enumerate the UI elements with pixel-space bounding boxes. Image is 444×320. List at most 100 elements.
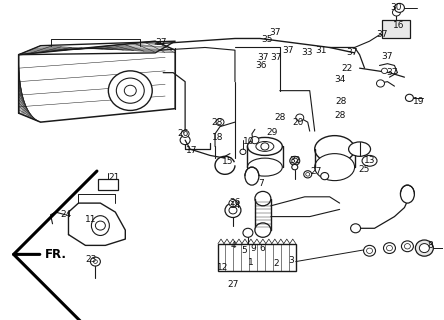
- Text: 20: 20: [293, 118, 304, 127]
- Circle shape: [292, 164, 298, 170]
- Circle shape: [108, 71, 152, 110]
- Ellipse shape: [315, 136, 355, 163]
- Text: 3: 3: [288, 256, 293, 265]
- Circle shape: [404, 244, 410, 249]
- Circle shape: [381, 68, 388, 74]
- Circle shape: [290, 156, 300, 165]
- Circle shape: [240, 149, 246, 155]
- Ellipse shape: [245, 167, 259, 185]
- Circle shape: [401, 241, 413, 252]
- Circle shape: [243, 228, 253, 237]
- Text: 32: 32: [289, 156, 300, 165]
- Circle shape: [304, 171, 312, 178]
- Circle shape: [251, 137, 259, 144]
- Circle shape: [292, 158, 298, 164]
- Text: 9: 9: [250, 244, 256, 253]
- Text: 23: 23: [85, 255, 97, 264]
- Circle shape: [386, 245, 392, 251]
- Text: 31: 31: [316, 46, 327, 55]
- Text: 17: 17: [186, 147, 198, 156]
- Ellipse shape: [349, 142, 371, 156]
- Ellipse shape: [315, 154, 355, 180]
- Ellipse shape: [247, 158, 282, 176]
- Text: 28: 28: [275, 113, 286, 122]
- Text: 26: 26: [177, 129, 189, 138]
- Text: 1: 1: [248, 258, 254, 267]
- Text: 28: 28: [336, 97, 347, 106]
- Circle shape: [377, 80, 385, 87]
- Ellipse shape: [247, 137, 282, 156]
- Circle shape: [306, 172, 310, 176]
- Text: 7: 7: [258, 179, 264, 188]
- Circle shape: [364, 245, 376, 256]
- Text: 2: 2: [274, 259, 279, 268]
- Text: 37: 37: [377, 30, 388, 39]
- Ellipse shape: [256, 141, 274, 151]
- Circle shape: [229, 207, 237, 214]
- Circle shape: [420, 244, 429, 252]
- Circle shape: [181, 130, 189, 137]
- Text: 37: 37: [257, 53, 268, 62]
- Circle shape: [95, 221, 105, 230]
- Text: 37: 37: [155, 37, 166, 47]
- Text: 35: 35: [261, 35, 272, 44]
- Circle shape: [261, 143, 269, 150]
- Text: 29: 29: [266, 128, 277, 137]
- Circle shape: [180, 136, 190, 145]
- Text: 22: 22: [341, 64, 353, 73]
- Circle shape: [229, 199, 237, 207]
- Text: 37: 37: [386, 68, 398, 77]
- Text: 5: 5: [241, 246, 247, 255]
- Circle shape: [91, 257, 100, 266]
- Text: 37: 37: [347, 48, 358, 57]
- Ellipse shape: [400, 185, 414, 203]
- Circle shape: [93, 260, 97, 263]
- Text: 10: 10: [243, 137, 254, 147]
- Text: 14: 14: [230, 201, 242, 210]
- Text: 6: 6: [259, 244, 265, 252]
- Text: 21: 21: [108, 173, 120, 182]
- Text: 37: 37: [270, 53, 281, 62]
- Circle shape: [394, 4, 404, 12]
- Text: 34: 34: [335, 75, 346, 84]
- Text: 11: 11: [85, 215, 97, 224]
- Circle shape: [116, 78, 144, 103]
- Circle shape: [225, 203, 241, 218]
- Text: 12: 12: [217, 263, 228, 272]
- Text: 13: 13: [364, 156, 375, 165]
- Text: 4: 4: [231, 241, 237, 250]
- Text: 26: 26: [229, 198, 240, 207]
- Text: 8: 8: [428, 241, 433, 250]
- Text: 16: 16: [392, 21, 404, 30]
- Ellipse shape: [255, 191, 271, 206]
- Text: 37: 37: [269, 28, 280, 37]
- Bar: [218, 244, 296, 271]
- Text: 27: 27: [311, 167, 322, 176]
- Text: 27: 27: [227, 280, 238, 289]
- Circle shape: [216, 118, 224, 126]
- Circle shape: [351, 224, 361, 233]
- Text: 25: 25: [359, 165, 370, 174]
- Ellipse shape: [91, 216, 109, 236]
- Text: 15: 15: [222, 157, 234, 166]
- Text: 37: 37: [282, 46, 293, 55]
- Circle shape: [367, 248, 373, 253]
- Text: 24: 24: [60, 210, 72, 219]
- Text: 18: 18: [212, 133, 223, 142]
- Circle shape: [384, 243, 396, 253]
- Circle shape: [416, 240, 433, 256]
- Text: 33: 33: [302, 48, 313, 57]
- Text: FR.: FR.: [44, 248, 67, 261]
- Circle shape: [296, 114, 304, 121]
- Text: 37: 37: [381, 52, 393, 61]
- Circle shape: [124, 85, 136, 96]
- Text: 30: 30: [390, 4, 402, 12]
- Circle shape: [321, 172, 329, 180]
- Ellipse shape: [255, 223, 271, 237]
- Text: 28: 28: [335, 111, 346, 120]
- Text: 36: 36: [255, 61, 266, 70]
- Ellipse shape: [362, 156, 377, 166]
- Circle shape: [405, 94, 413, 101]
- Text: 19: 19: [413, 97, 425, 106]
- Bar: [382, 20, 410, 38]
